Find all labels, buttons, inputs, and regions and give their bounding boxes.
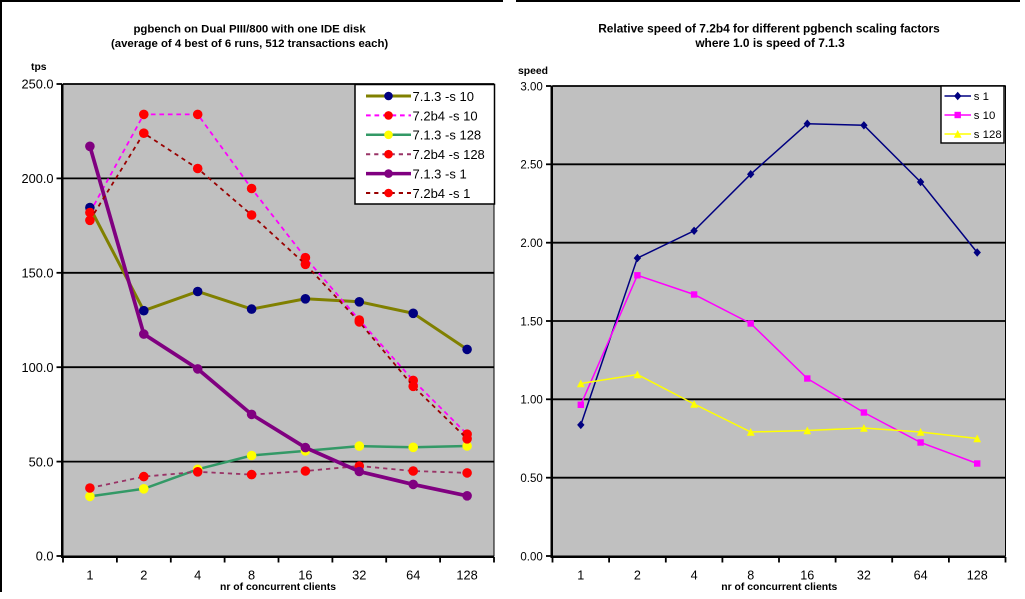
svg-text:where 1.0 is speed of 7.1.3: where 1.0 is speed of 7.1.3	[694, 36, 845, 50]
svg-text:200.0: 200.0	[21, 171, 53, 186]
svg-text:s 10: s 10	[974, 110, 996, 122]
svg-text:7.2b4 -s 10: 7.2b4 -s 10	[413, 108, 478, 123]
svg-text:1.00: 1.00	[520, 395, 542, 407]
svg-text:(average of 4 best of 6 runs,: (average of 4 best of 6 runs, 512 transa…	[111, 38, 388, 50]
svg-text:64: 64	[406, 567, 420, 582]
svg-text:pgbench on Dual PIII/800 with: pgbench on Dual PIII/800 with one IDE di…	[133, 23, 366, 35]
svg-text:tps: tps	[31, 62, 47, 73]
svg-text:7.2b4 -s 128: 7.2b4 -s 128	[413, 147, 485, 162]
svg-text:8: 8	[747, 568, 754, 582]
svg-text:100.0: 100.0	[21, 360, 53, 375]
svg-text:3.00: 3.00	[520, 81, 542, 93]
svg-text:0.50: 0.50	[520, 473, 542, 485]
svg-text:7.2b4 -s 1: 7.2b4 -s 1	[413, 186, 471, 201]
svg-text:7.1.3 -s 128: 7.1.3 -s 128	[413, 128, 482, 143]
svg-text:2: 2	[634, 568, 641, 582]
svg-text:32: 32	[857, 568, 871, 582]
svg-text:128: 128	[967, 568, 988, 582]
svg-text:16: 16	[800, 568, 814, 582]
svg-text:0.00: 0.00	[520, 551, 542, 563]
svg-text:7.1.3 -s 1: 7.1.3 -s 1	[413, 167, 467, 182]
svg-text:4: 4	[691, 568, 698, 582]
svg-text:s 128: s 128	[974, 129, 1002, 141]
svg-text:50.0: 50.0	[29, 454, 54, 469]
svg-text:speed: speed	[518, 66, 548, 77]
svg-text:s 1: s 1	[974, 91, 989, 103]
svg-text:128: 128	[456, 567, 477, 582]
svg-text:4: 4	[194, 567, 201, 582]
svg-text:150.0: 150.0	[21, 266, 53, 281]
svg-text:7.1.3 -s 10: 7.1.3 -s 10	[413, 89, 474, 104]
svg-text:32: 32	[352, 567, 366, 582]
svg-text:16: 16	[298, 567, 312, 582]
svg-text:64: 64	[914, 568, 928, 582]
svg-text:Relative speed of 7.2b4 for di: Relative speed of 7.2b4 for different pg…	[598, 21, 940, 35]
svg-text:2: 2	[140, 567, 147, 582]
svg-text:nr of concurrent clients: nr of concurrent clients	[220, 582, 336, 593]
svg-text:0.0: 0.0	[36, 549, 54, 564]
svg-text:2.50: 2.50	[520, 160, 542, 172]
svg-text:nr of concurrent clients: nr of concurrent clients	[721, 582, 837, 593]
svg-text:1.50: 1.50	[520, 316, 542, 328]
svg-text:8: 8	[248, 567, 255, 582]
svg-text:1: 1	[577, 568, 584, 582]
svg-text:2.00: 2.00	[520, 238, 542, 250]
svg-text:1: 1	[86, 567, 93, 582]
svg-text:250.0: 250.0	[21, 77, 53, 92]
